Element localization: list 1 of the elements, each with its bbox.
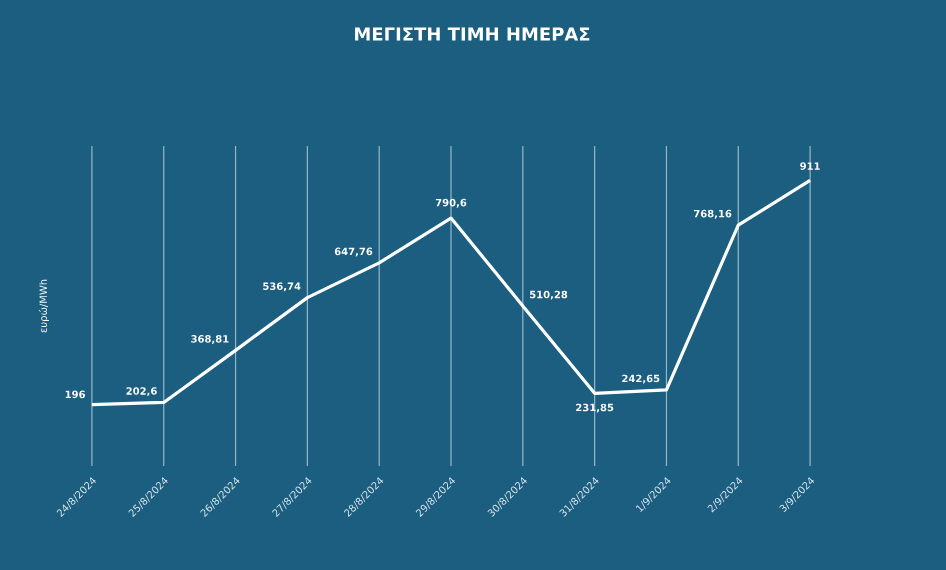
chart-title: ΜΕΓΙΣΤΗ ΤΙΜΗ ΗΜΕΡΑΣ xyxy=(355,27,590,41)
